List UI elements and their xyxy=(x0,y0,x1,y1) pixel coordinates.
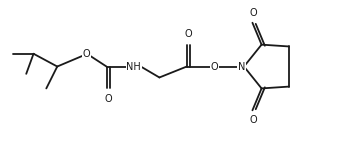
Text: O: O xyxy=(184,29,192,39)
Text: O: O xyxy=(250,115,257,125)
Text: O: O xyxy=(82,49,90,59)
Text: N: N xyxy=(238,61,245,72)
Text: O: O xyxy=(210,61,218,72)
Text: NH: NH xyxy=(126,61,141,72)
Text: O: O xyxy=(104,94,112,104)
Text: O: O xyxy=(250,8,257,18)
